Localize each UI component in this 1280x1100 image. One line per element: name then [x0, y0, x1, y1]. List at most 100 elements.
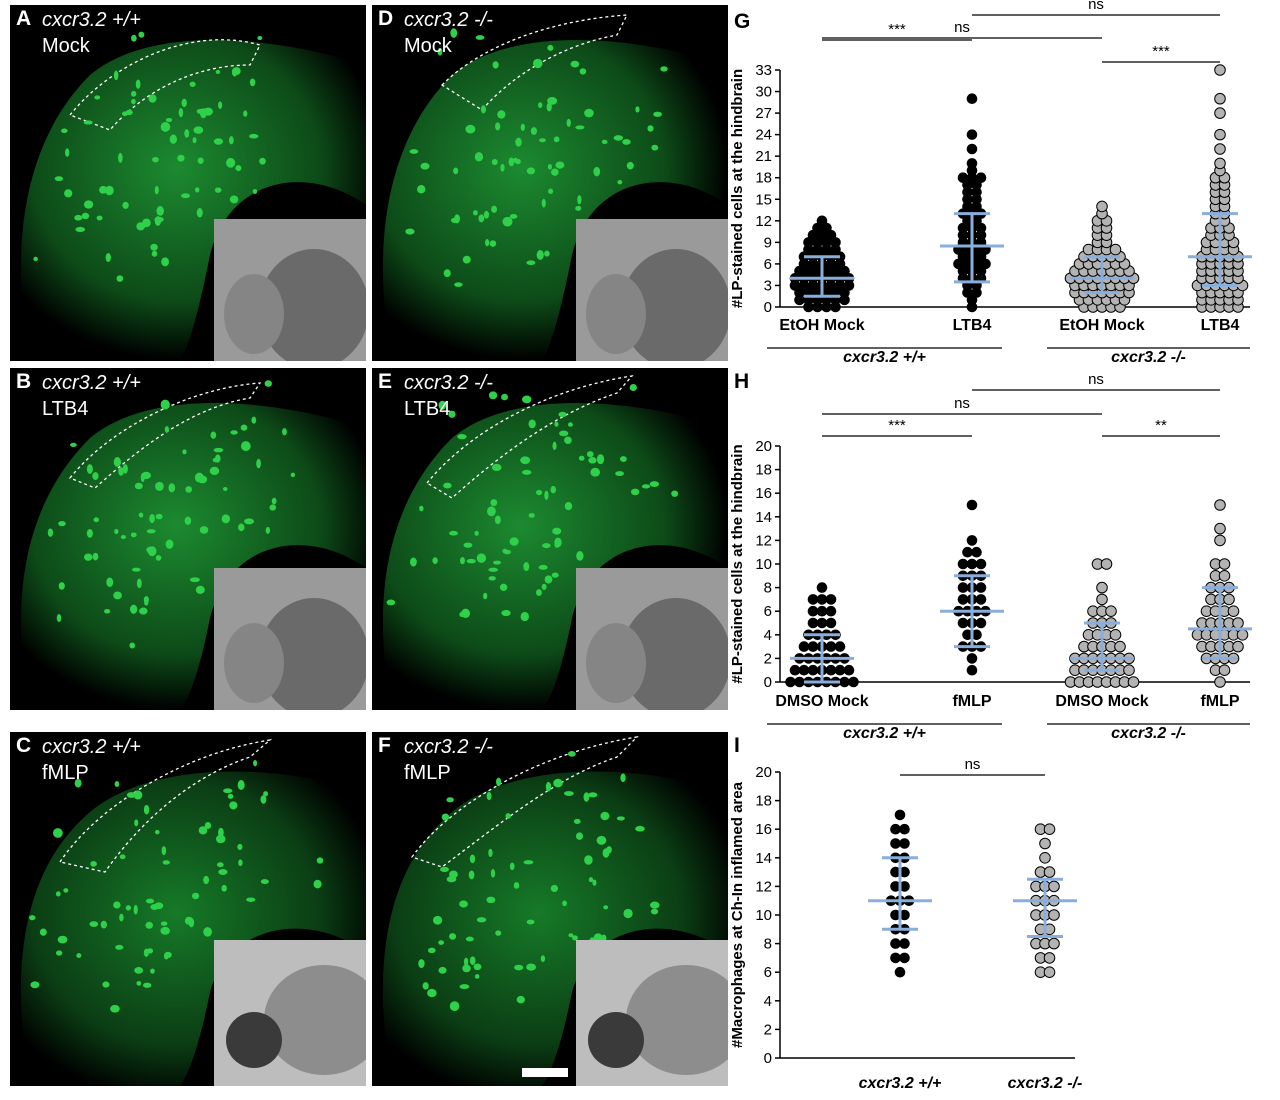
fluorescent-cell: [251, 416, 257, 424]
fluorescent-cell: [650, 908, 659, 915]
data-point: [975, 558, 987, 570]
fluorescent-cell: [238, 523, 245, 532]
fluorescent-cell: [203, 927, 213, 937]
fluorescent-cell: [130, 90, 137, 97]
fluorescent-cell: [488, 391, 498, 400]
fluorescent-cell: [269, 504, 277, 511]
fluorescent-cell: [528, 513, 535, 518]
y-tick-label: 9: [764, 234, 772, 251]
fluorescent-cell: [573, 818, 581, 824]
embryo-fluorescence-c: [20, 739, 366, 1086]
y-tick-label: 16: [755, 821, 772, 838]
fluorescent-cell: [203, 875, 210, 885]
fluorescent-cell: [282, 428, 287, 436]
fluorescent-cell: [177, 154, 185, 162]
data-point: [843, 664, 855, 676]
fluorescent-cell: [410, 557, 417, 567]
panel-treatment: LTB4: [404, 398, 451, 420]
y-tick-label: 4: [764, 993, 772, 1010]
fluorescent-cell: [441, 813, 450, 821]
data-point: [1127, 676, 1140, 688]
fluorescent-cell: [459, 900, 468, 908]
data-point: [975, 172, 987, 184]
fluorescent-cell: [118, 152, 123, 163]
fluorescent-cell: [138, 31, 145, 38]
fluorescent-cell: [474, 530, 479, 536]
data-point: [957, 582, 969, 593]
fluorescent-cell: [541, 583, 547, 590]
fluorescent-cell: [490, 499, 498, 507]
fluorescent-cell: [440, 866, 449, 873]
data-point: [816, 594, 828, 605]
panel-genotype: cxcr3.2 +/+: [42, 372, 141, 394]
fluorescent-cell: [75, 226, 86, 233]
fluorescent-cell: [505, 813, 511, 819]
data-point: [1214, 143, 1226, 155]
fluorescent-cell: [154, 185, 159, 195]
fluorescent-cell: [522, 469, 532, 475]
fluorescent-cell: [545, 781, 552, 792]
data-point: [1096, 581, 1108, 594]
significance-label: ns: [954, 395, 970, 412]
fluorescent-cell: [453, 167, 459, 175]
brightfield-inset: [214, 219, 366, 361]
fluorescent-cell: [192, 137, 197, 144]
y-tick-label: 12: [755, 532, 772, 549]
data-point: [890, 909, 901, 921]
image-panel-b: B cxcr3.2 +/+ LTB4: [10, 368, 366, 710]
fluorescent-cell: [514, 158, 521, 165]
fluorescent-cell: [146, 529, 156, 534]
brightfield-inset: [576, 219, 728, 361]
fluorescent-cell: [540, 955, 546, 962]
y-tick-label: 16: [755, 485, 772, 502]
image-panel-c: C cxcr3.2 +/+ fMLP: [10, 732, 366, 1086]
fluorescent-cell: [622, 139, 631, 145]
x-category-label: LTB4: [1201, 317, 1240, 334]
fluorescent-cell: [463, 542, 473, 548]
fluorescent-cell: [494, 515, 501, 525]
fluorescent-cell: [114, 780, 120, 788]
fluorescent-cell: [641, 484, 651, 489]
fluorescent-cell: [189, 81, 196, 87]
fluorescent-cell: [134, 482, 143, 490]
fluorescent-cell: [460, 557, 465, 565]
data-point: [1214, 676, 1226, 688]
data-point: [1043, 866, 1056, 878]
embryo-fluorescence-b: [20, 380, 366, 710]
fluorescent-cell: [160, 399, 170, 410]
fluorescent-cell: [89, 921, 99, 927]
fluorescent-cell: [188, 917, 195, 928]
fluorescent-cell: [229, 801, 238, 810]
fluorescent-cell: [550, 485, 557, 494]
fluorescent-cell: [185, 486, 193, 493]
data-point: [1214, 128, 1226, 141]
data-point: [966, 558, 978, 570]
data-point: [1043, 966, 1056, 979]
fluorescent-cell: [235, 165, 242, 172]
fluorescent-cell: [555, 161, 565, 169]
fluorescent-cell: [542, 543, 551, 549]
fluorescent-cell: [198, 826, 208, 835]
fluorescent-cell: [544, 250, 550, 257]
fluorescent-cell: [568, 933, 574, 938]
fluorescent-cell: [501, 393, 508, 401]
fluorescent-cell: [226, 157, 236, 168]
x-category-label: fMLP: [1200, 693, 1239, 710]
data-point: [807, 594, 819, 605]
data-point: [966, 129, 978, 140]
fluorescent-cell: [119, 854, 126, 860]
fluorescent-cell: [491, 158, 498, 166]
fluorescent-cell: [489, 240, 497, 247]
fluorescent-cell: [181, 98, 187, 108]
fluorescent-cell: [64, 189, 73, 198]
fluorescent-cell: [134, 967, 144, 974]
fluorescent-cell: [60, 128, 68, 134]
fluorescent-cell: [56, 614, 62, 623]
fluorescent-cell: [588, 877, 594, 883]
fluorescent-cell: [474, 974, 480, 979]
fluorescent-cell: [422, 982, 429, 990]
fluorescent-cell: [316, 857, 324, 864]
fluorescent-cell: [212, 457, 221, 463]
data-point: [975, 582, 987, 593]
x-category-label: EtOH Mock: [1059, 317, 1144, 334]
